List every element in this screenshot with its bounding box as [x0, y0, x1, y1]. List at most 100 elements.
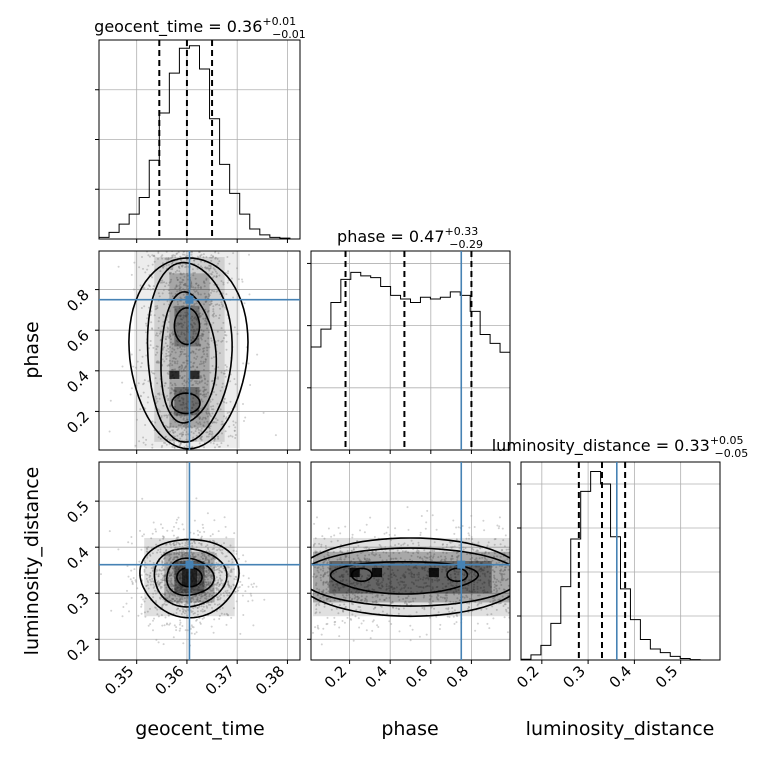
sample-point [150, 370, 153, 373]
sample-point [183, 353, 186, 356]
sample-point [398, 591, 400, 594]
sample-point [360, 622, 363, 625]
sample-point [417, 552, 420, 554]
sample-point [202, 581, 205, 584]
sample-point [353, 561, 356, 564]
sample-point [179, 576, 182, 579]
sample-point [182, 369, 185, 372]
sample-point [198, 417, 201, 420]
sample-point [443, 566, 446, 569]
x-tick-label: 0.37 [202, 662, 238, 698]
sample-point [185, 554, 188, 557]
sample-point [202, 585, 205, 588]
sample-point [192, 332, 195, 335]
sample-point [183, 588, 186, 591]
sample-point [334, 586, 337, 589]
sample-point [173, 556, 176, 559]
sample-point [458, 599, 461, 602]
sample-point [148, 255, 151, 258]
sample-point [451, 554, 454, 557]
sample-point [382, 565, 385, 568]
sample-point [231, 435, 234, 438]
sample-point [419, 531, 422, 534]
sample-point [236, 267, 238, 270]
sample-point [208, 550, 211, 553]
sample-point [207, 582, 210, 585]
sample-point [162, 603, 165, 606]
sample-point [200, 338, 203, 341]
sample-point [210, 337, 213, 340]
sample-point [157, 361, 160, 364]
sample-point [493, 574, 496, 577]
sample-point [182, 562, 185, 565]
sample-point [207, 267, 210, 270]
sample-point [206, 266, 209, 269]
sample-point [163, 593, 166, 596]
sample-point [327, 574, 330, 577]
sample-point [359, 577, 362, 580]
sample-point [159, 551, 162, 554]
sample-point [161, 347, 164, 350]
sample-point [444, 566, 447, 569]
sample-point [421, 566, 424, 569]
sample-point [454, 576, 457, 579]
sample-point [443, 596, 446, 599]
sample-point [339, 565, 341, 567]
sample-point [492, 555, 495, 558]
sample-point [242, 403, 244, 405]
sample-point [167, 257, 169, 260]
sample-point [390, 576, 393, 579]
sample-point [483, 573, 486, 576]
sample-point [343, 603, 346, 606]
sample-point [320, 545, 323, 548]
sample-point [180, 322, 183, 325]
sample-point [410, 539, 413, 542]
sample-point [167, 370, 170, 373]
sample-point [193, 601, 196, 604]
sample-point [180, 265, 183, 267]
sample-point [191, 597, 194, 600]
sample-point [439, 623, 442, 626]
sample-point [182, 369, 185, 372]
sample-point [471, 556, 473, 559]
sample-point [439, 560, 442, 562]
sample-point [506, 631, 509, 634]
sample-point [488, 581, 490, 584]
sample-point [182, 401, 185, 404]
sample-point [198, 316, 201, 319]
sample-point [196, 267, 199, 270]
sample-point [322, 567, 325, 570]
sample-point [152, 596, 155, 599]
sample-point [337, 612, 340, 615]
sample-point [210, 433, 213, 436]
sample-point [162, 314, 165, 317]
sample-point [475, 550, 478, 553]
sample-point [181, 523, 184, 526]
sample-point [147, 624, 150, 627]
sample-point [127, 575, 130, 578]
sample-point [156, 305, 159, 307]
sample-point [174, 546, 177, 549]
sample-point [165, 586, 168, 589]
sample-point [169, 543, 172, 546]
sample-point [172, 597, 175, 600]
sample-point [176, 546, 179, 549]
sample-point [162, 266, 165, 269]
x-tick-label: 0.6 [402, 662, 432, 692]
sample-point [422, 576, 425, 579]
sample-point [359, 609, 362, 612]
sample-point [421, 607, 424, 609]
sample-point [161, 325, 164, 328]
sample-point [158, 583, 161, 586]
sample-point [167, 258, 170, 261]
sample-point [200, 407, 203, 410]
sample-point [209, 400, 212, 403]
sample-point [177, 303, 179, 306]
sample-point [499, 569, 502, 572]
sample-point [156, 360, 159, 363]
contour-line [160, 290, 218, 424]
sample-point [181, 403, 183, 406]
sample-point [220, 582, 223, 585]
sample-point [440, 555, 442, 558]
sample-point [433, 553, 436, 556]
